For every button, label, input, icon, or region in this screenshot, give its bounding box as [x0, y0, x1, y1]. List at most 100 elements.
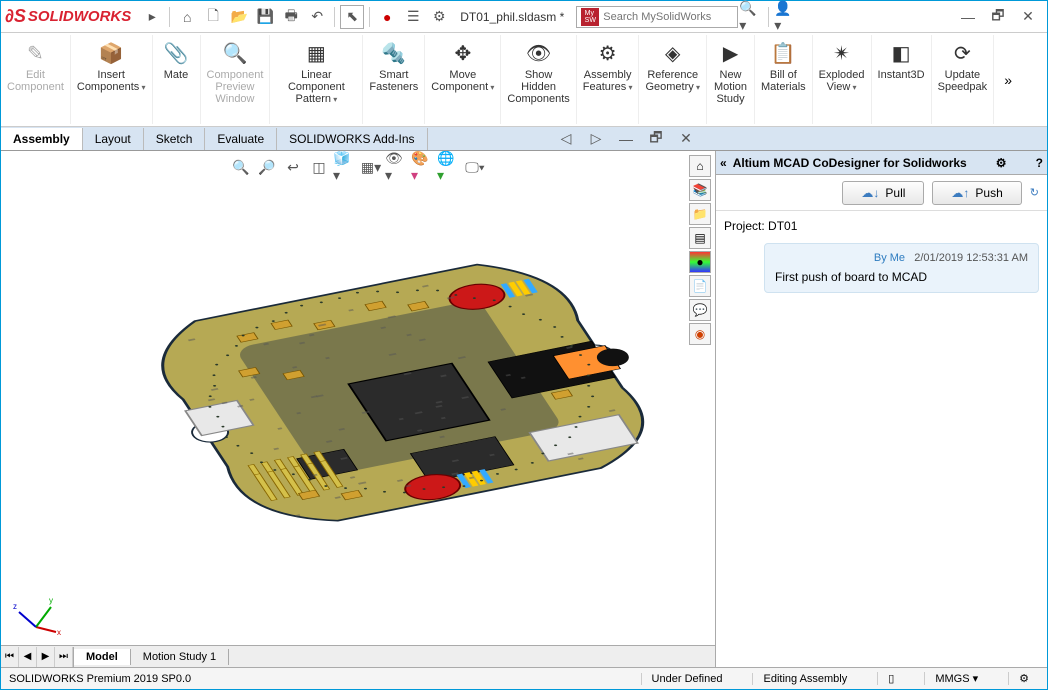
first-tab-icon[interactable]: ⏮ [1, 647, 19, 667]
codesigner-icon[interactable]: ◉ [689, 323, 711, 345]
print-icon[interactable]: 🖶 [279, 5, 303, 29]
doc-close-button[interactable]: ✕ [1013, 5, 1043, 29]
ribbon-move-component[interactable]: ✥MoveComponent [425, 35, 501, 124]
view-orient-icon[interactable]: 🧊▾ [333, 157, 357, 177]
prev-tab-icon[interactable]: ◀ [19, 647, 37, 667]
home-icon[interactable]: ⌂ [175, 5, 199, 29]
ribbon-icon: 🔩 [380, 39, 408, 67]
restore-doc-icon[interactable]: 🗗 [644, 127, 668, 151]
message-text: First push of board to MCAD [775, 270, 1028, 284]
panel-body: Project: DT01 By Me 2/01/2019 12:53:31 A… [716, 211, 1047, 667]
rebuild-icon[interactable]: ● [375, 5, 399, 29]
next-doc-icon[interactable]: ▷ [584, 127, 608, 151]
ribbon-show-hidden-components[interactable]: 👁ShowHiddenComponents [501, 35, 576, 124]
forum-icon[interactable]: 💬 [689, 299, 711, 321]
push-button[interactable]: ☁↑ Push [932, 181, 1021, 205]
doc-restore-button[interactable]: 🗗 [983, 5, 1013, 29]
custom-props-icon[interactable]: 📄 [689, 275, 711, 297]
file-explorer-icon[interactable]: 📁 [689, 203, 711, 225]
search-input[interactable] [603, 11, 733, 23]
ribbon-bill-of-materials[interactable]: 📋Bill ofMaterials [755, 35, 813, 124]
view-palette-icon[interactable]: ▤ [689, 227, 711, 249]
ribbon-exploded-view[interactable]: ✴ExplodedView [813, 35, 872, 124]
status-custom[interactable]: ▯ [877, 672, 904, 685]
status-units[interactable]: MMGS ▾ [924, 672, 988, 685]
svg-text:y: y [49, 596, 53, 605]
ribbon-label: InsertComponents [77, 69, 146, 94]
display-style-icon[interactable]: ▦▾ [359, 157, 383, 177]
tab-assembly[interactable]: Assembly [1, 128, 83, 150]
ribbon-overflow-icon[interactable]: » [994, 35, 1022, 124]
collapse-panel-icon[interactable]: « [720, 156, 727, 170]
prev-view-icon[interactable]: ↩ [281, 157, 305, 177]
ribbon-toolbar: ✎EditComponent📦InsertComponents📎Mate🔍Com… [1, 33, 1047, 127]
section-view-icon[interactable]: ◫ [307, 157, 331, 177]
prev-doc-icon[interactable]: ◁ [554, 127, 578, 151]
bottom-tab-model[interactable]: Model [74, 649, 131, 665]
open-icon[interactable]: 📂 [227, 5, 251, 29]
ribbon-smart-fasteners[interactable]: 🔩SmartFasteners [363, 35, 425, 124]
tab-window-controls: ◁ ▷ — 🗗 ✕ [553, 127, 707, 151]
ribbon-insert-components[interactable]: 📦InsertComponents [71, 35, 153, 124]
ribbon-instant3d[interactable]: ◧Instant3D [872, 35, 932, 124]
status-bar: SOLIDWORKS Premium 2019 SP0.0 Under Defi… [1, 667, 1047, 689]
message-author: By Me [874, 252, 905, 264]
zoom-area-icon[interactable]: 🔎 [255, 157, 279, 177]
view-settings-icon[interactable]: 🖵▾ [463, 157, 487, 177]
appearances-pane-icon[interactable]: ● [689, 251, 711, 273]
ribbon-reference-geometry[interactable]: ◈ReferenceGeometry [639, 35, 707, 124]
ribbon-label: SmartFasteners [369, 69, 418, 93]
appearance-icon[interactable]: 🎨▾ [411, 157, 435, 177]
pull-label: Pull [885, 186, 905, 200]
settings-icon[interactable]: ⚙ [427, 5, 451, 29]
status-extra-icon[interactable]: ⚙ [1008, 672, 1039, 685]
last-tab-icon[interactable]: ⏭ [55, 647, 73, 667]
push-label: Push [975, 186, 1002, 200]
panel-settings-icon[interactable]: ⚙ [996, 156, 1007, 170]
panel-help-icon[interactable]: ? [1036, 156, 1043, 170]
ribbon-label: MoveComponent [431, 69, 494, 94]
undo-icon[interactable]: ↶ [305, 5, 329, 29]
ribbon-label: ExplodedView [819, 69, 865, 94]
ribbon-update-speedpak[interactable]: ⟳UpdateSpeedpak [932, 35, 995, 124]
user-icon[interactable]: 👤▾ [774, 5, 798, 29]
ribbon-assembly-features[interactable]: ⚙AssemblyFeatures [577, 35, 640, 124]
home-pane-icon[interactable]: ⌂ [689, 155, 711, 177]
motion-tabs: ⏮ ◀ ▶ ⏭ ModelMotion Study 1 [1, 645, 715, 667]
tab-evaluate[interactable]: Evaluate [205, 128, 277, 150]
design-library-icon[interactable]: 📚 [689, 179, 711, 201]
ribbon-icon: 📦 [97, 39, 125, 67]
ribbon-mate[interactable]: 📎Mate [153, 35, 201, 124]
ribbon-new-motion-study[interactable]: ▶NewMotionStudy [707, 35, 755, 124]
message-box: By Me 2/01/2019 12:53:31 AM First push o… [764, 243, 1039, 293]
ribbon-label: ReferenceGeometry [645, 69, 700, 94]
document-filename: DT01_phil.sldasm * [460, 10, 564, 24]
project-name: DT01 [768, 219, 797, 233]
select-icon[interactable]: ⬉ [340, 5, 364, 29]
status-mode: Editing Assembly [752, 673, 857, 685]
close-doc-icon[interactable]: ✕ [674, 127, 698, 151]
app-logo: ∂S SOLIDWORKS [5, 6, 131, 27]
tab-layout[interactable]: Layout [83, 128, 144, 150]
main-area: 🔍 🔎 ↩ ◫ 🧊▾ ▦▾ 👁▾ 🎨▾ 🌐▾ 🖵▾ ⌂ 📚 📁 ▤ ● 📄 💬 … [1, 151, 1047, 667]
ribbon-linear-component-pattern[interactable]: ▦Linear ComponentPattern [270, 35, 363, 124]
task-pane-icons: ⌂ 📚 📁 ▤ ● 📄 💬 ◉ [689, 155, 711, 345]
hide-show-icon[interactable]: 👁▾ [385, 157, 409, 177]
search-icon[interactable]: 🔍▾ [739, 5, 763, 29]
panel-refresh-icon[interactable]: ↻ [1030, 186, 1039, 199]
pull-button[interactable]: ☁↓ Pull [842, 181, 924, 205]
tab-solidworks-add-ins[interactable]: SOLIDWORKS Add-Ins [277, 128, 427, 150]
next-tab-icon[interactable]: ▶ [37, 647, 55, 667]
doc-minimize-button[interactable]: — [953, 5, 983, 29]
tab-sketch[interactable]: Sketch [144, 128, 206, 150]
search-box[interactable]: MySW [576, 6, 738, 28]
flyout-arrow-icon[interactable]: ▸ [140, 5, 164, 29]
scene-icon[interactable]: 🌐▾ [437, 157, 461, 177]
zoom-fit-icon[interactable]: 🔍 [229, 157, 253, 177]
bottom-tab-motion-study-1[interactable]: Motion Study 1 [131, 649, 229, 665]
axis-triad: x y z [11, 587, 61, 637]
save-icon[interactable]: 💾 [253, 5, 277, 29]
options-list-icon[interactable]: ☰ [401, 5, 425, 29]
new-icon[interactable]: 🗋 [201, 5, 225, 29]
graphics-viewport[interactable]: 🔍 🔎 ↩ ◫ 🧊▾ ▦▾ 👁▾ 🎨▾ 🌐▾ 🖵▾ ⌂ 📚 📁 ▤ ● 📄 💬 … [1, 151, 715, 667]
